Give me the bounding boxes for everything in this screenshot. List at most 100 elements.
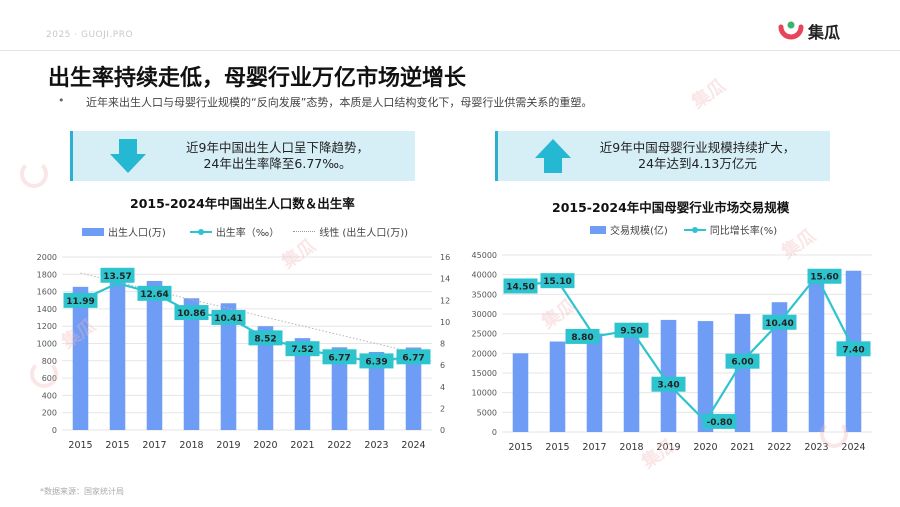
x-tick-label: 2018	[619, 442, 643, 453]
data-label: 15.10	[543, 277, 571, 287]
bar	[109, 275, 126, 430]
data-label: 7.52	[291, 345, 313, 355]
y-tick-label: 10000	[472, 389, 497, 398]
page-title: 出生率持续走低，母婴行业万亿市场逆增长	[48, 66, 467, 91]
y-tick-label: 1600	[37, 288, 57, 297]
data-label-bg	[540, 273, 575, 289]
data-label: 9.50	[620, 327, 642, 337]
data-label-bg	[565, 328, 600, 344]
x-tick-label: 2023	[804, 442, 828, 453]
data-label: 15.60	[810, 273, 838, 283]
data-label-bg	[762, 314, 797, 330]
series-line	[520, 274, 855, 424]
watermark-ring-icon	[820, 420, 848, 448]
x-tick-label: 2015	[105, 440, 129, 451]
data-label: 6.77	[402, 353, 424, 363]
data-label-bg	[100, 267, 135, 283]
bar	[623, 323, 640, 432]
x-tick-label: 2024	[401, 440, 425, 451]
data-label-bg	[248, 330, 283, 346]
data-label-bg	[836, 341, 871, 357]
arrow-down-icon	[110, 139, 146, 173]
callout-birth: 近9年中国出生人口呈下降趋势， 24年出生率降至6.77‰。	[70, 131, 415, 181]
chart-birth: 0200400600800100012001400160018002000024…	[37, 253, 450, 451]
data-label-bg	[359, 353, 394, 369]
bar	[549, 341, 566, 432]
logo-mark-icon	[778, 21, 804, 40]
bar	[294, 338, 311, 430]
data-label: 3.40	[657, 381, 679, 391]
y2-tick-label: 4	[440, 383, 445, 392]
data-label-bg	[137, 285, 172, 301]
data-label: 8.52	[254, 334, 276, 344]
callout-line-1: 近9年中国母婴行业规模持续扩大，	[599, 140, 796, 155]
y-tick-label: 0	[492, 428, 497, 437]
data-label: 6.39	[365, 357, 387, 367]
bar	[72, 286, 89, 430]
legend-label: 同比增长率(%)	[709, 226, 778, 237]
data-label: 7.40	[842, 345, 864, 355]
y2-tick-label: 8	[440, 340, 445, 349]
data-label: 12.64	[140, 290, 168, 300]
x-tick-label: 2018	[179, 440, 203, 451]
callout-line-2: 24年出生率降至6.77‰。	[203, 156, 352, 171]
x-tick-label: 2020	[693, 442, 717, 453]
y-tick-label: 35000	[472, 290, 497, 299]
data-label: 11.99	[66, 297, 94, 307]
data-label: -0.80	[707, 418, 733, 428]
y-tick-label: 1200	[37, 322, 57, 331]
legend-swatch-trend	[293, 231, 316, 232]
data-label-bg	[174, 305, 209, 321]
y2-tick-label: 6	[440, 361, 445, 370]
data-source: *数据来源：国家统计局	[40, 487, 124, 496]
data-label-bg	[211, 309, 246, 325]
y2-tick-label: 10	[440, 318, 450, 327]
callout-text: 近9年中国母婴行业规模持续扩大， 24年达到4.13万亿元	[575, 140, 820, 172]
bar	[586, 333, 603, 432]
bar	[771, 302, 788, 432]
callout-line-2: 24年达到4.13万亿元	[638, 156, 757, 171]
y-tick-label: 45000	[472, 251, 497, 260]
y-tick-label: 1000	[37, 340, 57, 349]
x-tick-label: 2022	[327, 440, 351, 451]
legend-swatch-line	[683, 226, 706, 233]
x-tick-label: 2015	[68, 440, 92, 451]
y2-tick-label: 0	[440, 426, 445, 435]
watermark-ring-icon	[20, 160, 48, 188]
y-tick-label: 2000	[37, 253, 57, 262]
bullet-point: 近年来出生人口与母婴行业规模的“反向发展”态势，本质是人口结构变化下，母婴行业供…	[58, 94, 592, 110]
y2-tick-label: 2	[440, 404, 445, 413]
site-label: 2025 · GUOJI.PRO	[46, 30, 134, 40]
x-tick-label: 2015	[545, 442, 569, 453]
data-label: 14.50	[506, 282, 534, 292]
legend-swatch-bar	[590, 225, 606, 234]
header-divider	[0, 50, 900, 51]
x-tick-label: 2024	[841, 442, 865, 453]
data-label-bg	[807, 268, 842, 284]
bar	[697, 321, 714, 432]
y-tick-label: 15000	[472, 369, 497, 378]
y-tick-label: 20000	[472, 349, 497, 358]
bar	[220, 303, 237, 430]
callout-accent	[495, 131, 498, 181]
legend-swatch-bar	[82, 227, 104, 236]
x-tick-label: 2015	[508, 442, 532, 453]
chart-title-birth: 2015-2024年中国出生人口数＆出生率	[130, 196, 355, 211]
data-label-bg	[63, 292, 98, 308]
callout-market: 近9年中国母婴行业规模持续扩大， 24年达到4.13万亿元	[495, 131, 830, 181]
series-line	[80, 282, 414, 363]
x-tick-label: 2017	[142, 440, 166, 451]
data-label-bg	[725, 353, 760, 369]
x-tick-label: 2021	[290, 440, 314, 451]
data-label: 10.86	[177, 309, 205, 319]
bar	[368, 351, 385, 430]
y-tick-label: 5000	[477, 408, 497, 417]
x-tick-label: 2023	[364, 440, 388, 451]
y-tick-label: 200	[42, 409, 57, 418]
bar	[331, 347, 348, 430]
data-label-bg	[651, 376, 686, 392]
arrow-up-icon	[535, 139, 571, 173]
y-tick-label: 0	[52, 426, 57, 435]
x-tick-label: 2021	[730, 442, 754, 453]
data-label-bg	[322, 349, 357, 365]
